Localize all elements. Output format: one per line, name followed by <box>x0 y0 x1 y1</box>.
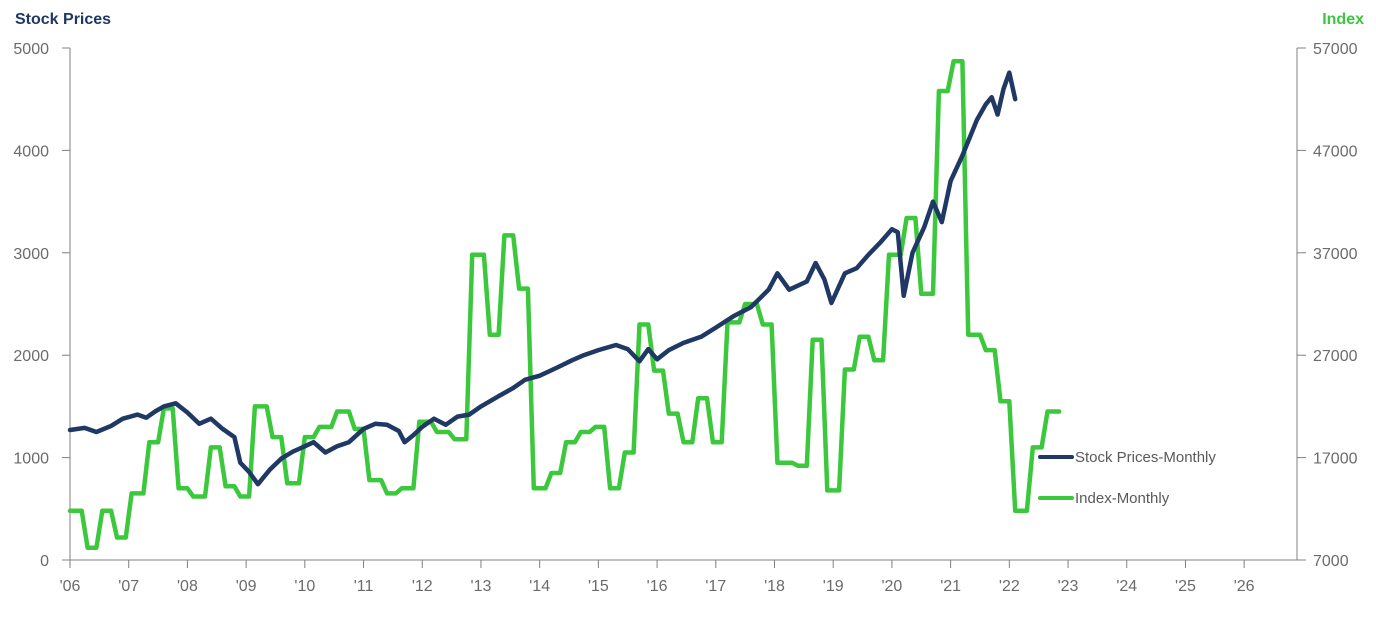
legend-label-index: Index-Monthly <box>1075 490 1170 507</box>
x-tick-label: '08 <box>177 578 198 595</box>
legend-label-stock: Stock Prices-Monthly <box>1075 449 1216 466</box>
left-tick-label: 4000 <box>13 143 49 160</box>
series-line-stock-prices <box>67 70 1018 487</box>
right-axis-title: Index <box>1322 11 1364 28</box>
x-tick-label: '13 <box>471 578 492 595</box>
right-tick-label: 27000 <box>1313 348 1358 365</box>
left-tick-label: 0 <box>40 553 49 570</box>
legend: Stock Prices-Monthly Index-Monthly <box>1038 449 1216 507</box>
right-tick-label: 37000 <box>1313 246 1358 263</box>
x-tick-label: '06 <box>60 578 81 595</box>
x-tick-label: '18 <box>764 578 785 595</box>
right-tick-label: 47000 <box>1313 143 1358 160</box>
x-tick-label: '15 <box>588 578 609 595</box>
x-tick-label: '10 <box>294 578 315 595</box>
series-line-index <box>67 59 1062 550</box>
left-axis-title: Stock Prices <box>15 11 111 28</box>
x-tick-label: '24 <box>1116 578 1137 595</box>
right-tick-label: 17000 <box>1313 451 1358 468</box>
x-tick-label: '14 <box>529 578 550 595</box>
left-tick-label: 5000 <box>13 41 49 58</box>
x-tick-label: '22 <box>999 578 1020 595</box>
x-tick-label: '21 <box>940 578 961 595</box>
x-tick-label: '20 <box>881 578 902 595</box>
x-tick-label: '25 <box>1175 578 1196 595</box>
x-tick-label: '23 <box>1058 578 1079 595</box>
x-tick-label: '11 <box>354 578 374 595</box>
x-tick-label: '07 <box>118 578 139 595</box>
right-tick-label: 57000 <box>1313 41 1358 58</box>
x-tick-label: '17 <box>705 578 726 595</box>
x-tick-label: '16 <box>647 578 668 595</box>
x-tick-label: '09 <box>236 578 257 595</box>
x-tick-label: '26 <box>1234 578 1255 595</box>
left-tick-label: 3000 <box>13 246 49 263</box>
x-tick-label: '12 <box>412 578 433 595</box>
x-tick-label: '19 <box>823 578 844 595</box>
right-tick-label: 7000 <box>1313 553 1349 570</box>
left-tick-label: 1000 <box>13 451 49 468</box>
left-tick-label: 2000 <box>13 348 49 365</box>
